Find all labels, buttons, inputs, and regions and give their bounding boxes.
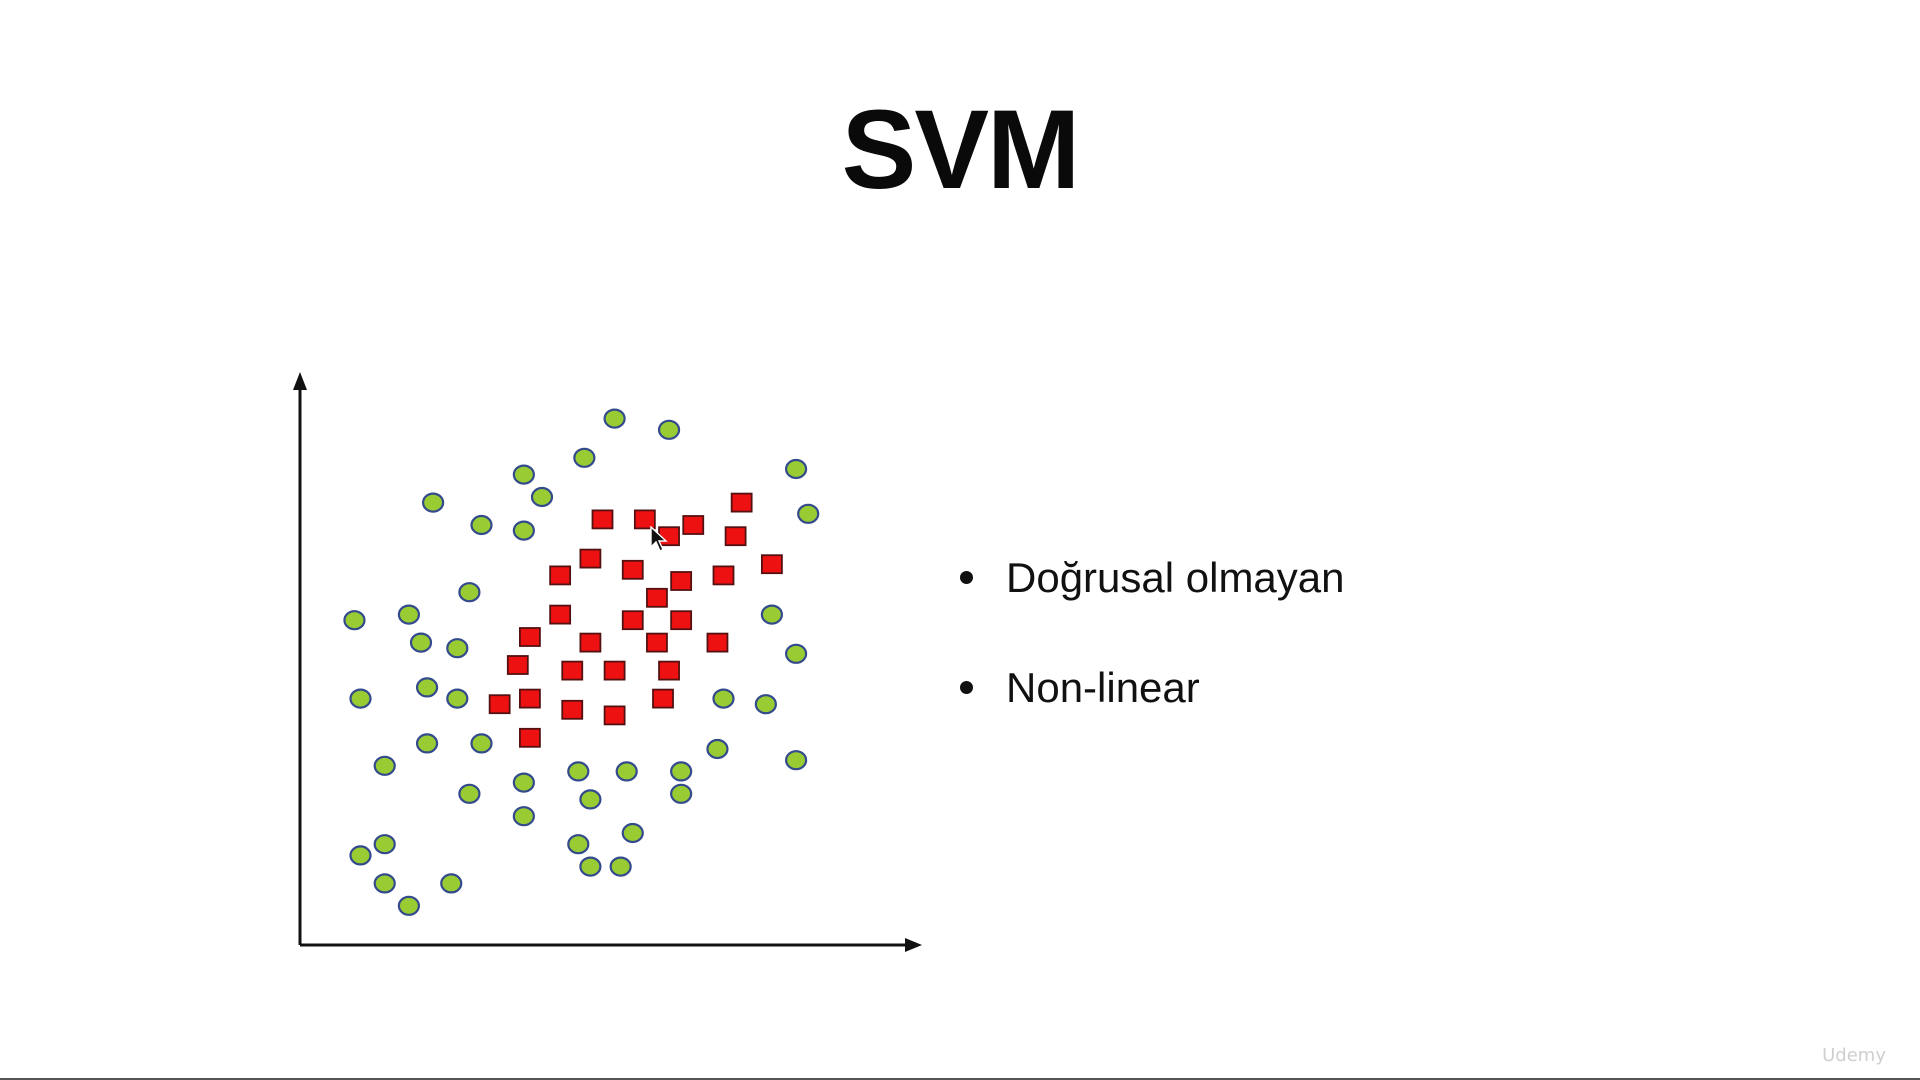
square-point xyxy=(488,694,511,715)
square-point xyxy=(591,509,614,530)
plot-axes xyxy=(293,372,922,952)
square-point xyxy=(579,632,602,653)
circle-point xyxy=(579,789,602,810)
square-point xyxy=(761,554,783,575)
circle-point xyxy=(458,783,481,804)
square-point xyxy=(621,559,644,580)
square-point xyxy=(682,515,705,535)
circle-point xyxy=(784,458,808,480)
bullet-item: Doğrusal olmayan xyxy=(960,548,1345,658)
circle-point xyxy=(470,514,493,536)
y-axis-arrow-icon xyxy=(293,372,307,390)
circle-point xyxy=(415,733,439,754)
square-point xyxy=(670,571,693,591)
square-point xyxy=(706,632,729,653)
plot-points xyxy=(343,408,820,916)
mouse-pointer-icon xyxy=(650,526,668,552)
square-point xyxy=(712,565,735,586)
circle-point xyxy=(415,677,439,698)
circle-point xyxy=(621,822,644,844)
square-point xyxy=(549,565,572,586)
square-point xyxy=(646,587,668,608)
circle-point xyxy=(373,873,396,894)
square-point xyxy=(670,610,693,631)
circle-point xyxy=(657,419,681,440)
square-point xyxy=(603,705,626,726)
slide-title: SVM xyxy=(841,87,1081,212)
circle-point xyxy=(706,738,729,760)
square-point xyxy=(652,688,674,709)
circle-point xyxy=(670,783,693,804)
circle-point xyxy=(567,761,590,782)
udemy-watermark: Udemy xyxy=(1822,1045,1886,1066)
circle-point xyxy=(373,834,396,855)
circle-point xyxy=(397,895,420,916)
circle-point xyxy=(784,643,808,664)
circle-point xyxy=(797,503,820,524)
circle-point xyxy=(784,750,808,771)
bullet-dot-icon xyxy=(960,571,973,584)
square-point xyxy=(633,509,656,530)
bullet-text: Non-linear xyxy=(1006,664,1200,711)
bullet-list: Doğrusal olmayan Non-linear xyxy=(960,548,1345,768)
square-point xyxy=(519,727,541,748)
square-point xyxy=(579,548,602,569)
square-point xyxy=(646,632,668,653)
circle-point xyxy=(446,638,469,659)
circle-point xyxy=(422,492,445,513)
circle-point xyxy=(470,733,493,754)
circle-point xyxy=(754,694,777,715)
bullet-dot-icon xyxy=(960,681,973,694)
square-point xyxy=(561,699,584,720)
circle-point xyxy=(446,688,469,709)
circle-point xyxy=(712,688,735,709)
circle-point xyxy=(609,856,632,877)
circle-point xyxy=(349,845,372,866)
square-point xyxy=(549,604,572,625)
circle-point xyxy=(349,688,372,709)
square-point xyxy=(506,655,529,675)
circle-point xyxy=(615,761,638,782)
circle-point xyxy=(458,582,481,603)
x-axis-arrow-icon xyxy=(905,938,922,952)
circle-point xyxy=(579,856,602,877)
bottom-divider xyxy=(0,1078,1920,1080)
square-point xyxy=(730,492,753,513)
square-point xyxy=(603,660,626,681)
square-point xyxy=(621,610,644,631)
bullet-item: Non-linear xyxy=(960,658,1345,768)
circle-point xyxy=(760,604,784,625)
bullet-text: Doğrusal olmayan xyxy=(1006,554,1345,601)
circle-point xyxy=(567,834,590,855)
circle-point xyxy=(512,464,535,485)
circle-point xyxy=(512,806,535,827)
circle-point xyxy=(573,447,596,468)
square-point xyxy=(658,660,680,681)
circle-point xyxy=(670,761,693,782)
circle-point xyxy=(440,873,463,894)
square-point xyxy=(724,526,747,547)
circle-point xyxy=(373,755,396,776)
circle-point xyxy=(512,772,535,793)
square-point xyxy=(519,627,541,647)
square-point xyxy=(561,660,584,681)
circle-point xyxy=(530,486,554,508)
circle-point xyxy=(603,408,626,429)
circle-point xyxy=(343,610,366,631)
circle-point xyxy=(409,632,433,653)
square-point xyxy=(519,688,541,709)
circle-point xyxy=(512,520,535,541)
circle-point xyxy=(397,604,420,625)
